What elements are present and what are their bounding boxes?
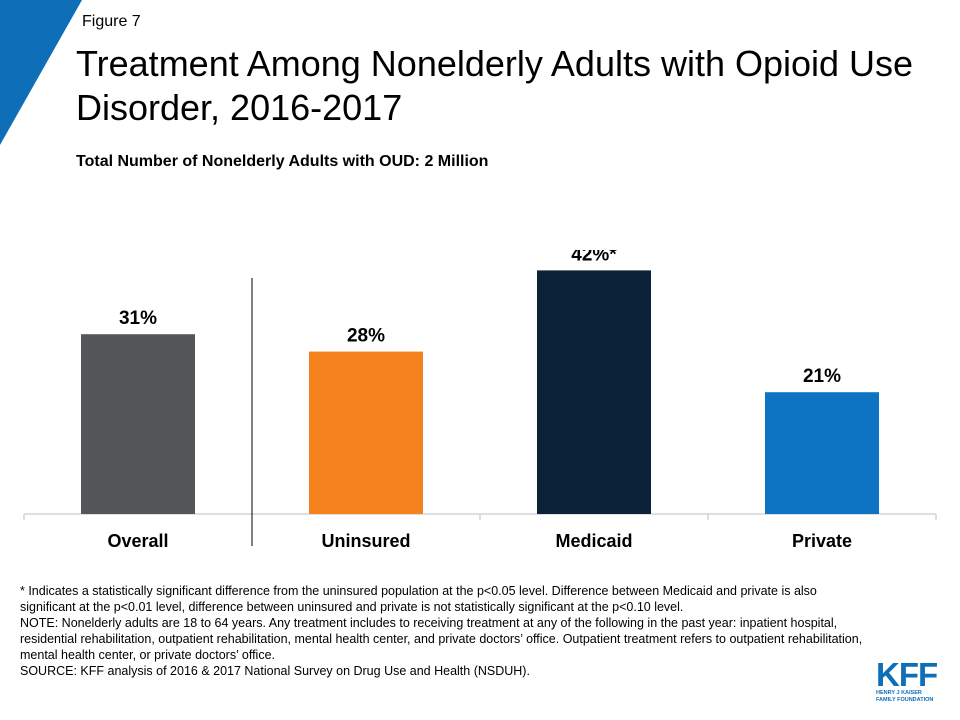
data-label-medicaid: 42%* bbox=[571, 250, 617, 265]
chart-title: Treatment Among Nonelderly Adults with O… bbox=[76, 43, 914, 128]
data-label-uninsured: 28% bbox=[347, 326, 385, 347]
kff-logo: KFF HENRY J KAISER FAMILY FOUNDATION bbox=[876, 656, 946, 704]
chart-subtitle: Total Number of Nonelderly Adults with O… bbox=[76, 153, 489, 170]
tick-label-private: Private bbox=[792, 531, 852, 551]
logo-subline-1: HENRY J KAISER bbox=[876, 690, 922, 696]
bar-private bbox=[765, 392, 879, 514]
tick-label-uninsured: Uninsured bbox=[321, 531, 410, 551]
logo-subline-2: FAMILY FOUNDATION bbox=[876, 697, 934, 703]
asterisk-note: * Indicates a statistically significant … bbox=[20, 584, 817, 614]
bar-medicaid bbox=[537, 270, 651, 514]
data-label-private: 21% bbox=[803, 366, 841, 387]
note-text: NOTE: Nonelderly adults are 18 to 64 yea… bbox=[20, 616, 863, 662]
bar-uninsured bbox=[309, 351, 423, 514]
corner-accent bbox=[0, 0, 82, 145]
footnotes: * Indicates a statistically significant … bbox=[20, 583, 865, 679]
tick-label-overall: Overall bbox=[107, 531, 168, 551]
data-label-overall: 31% bbox=[119, 308, 157, 329]
bar-overall bbox=[81, 334, 195, 514]
tick-label-medicaid: Medicaid bbox=[555, 531, 632, 551]
figure-label: Figure 7 bbox=[82, 13, 141, 30]
source-text: SOURCE: KFF analysis of 2016 & 2017 Nati… bbox=[20, 664, 530, 678]
logo-wordmark: KFF bbox=[876, 656, 938, 693]
bar-chart: 31% Overall 28% Uninsured 42%* Medicaid 21% Pri… bbox=[23, 250, 937, 551]
